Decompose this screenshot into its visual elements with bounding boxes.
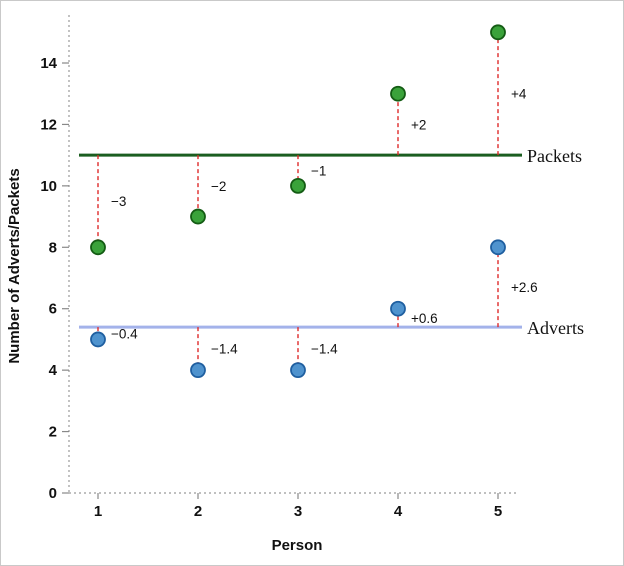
y-tick-label: 6	[49, 301, 57, 318]
y-tick-label: 12	[40, 116, 57, 133]
packets-data-point	[90, 239, 106, 256]
adverts-deviation-label: +0.6	[411, 311, 438, 326]
packets-data-point	[190, 208, 206, 225]
y-tick-label: 2	[49, 424, 57, 441]
adverts-data-point	[290, 362, 306, 379]
packets-mean-line-label: Packets	[527, 146, 582, 166]
packets-deviation-label: −2	[211, 179, 226, 194]
adverts-deviation-label: −1.4	[211, 342, 238, 357]
x-tick-label: 3	[294, 503, 302, 520]
y-tick-label: 4	[49, 362, 58, 379]
adverts-data-point	[490, 239, 506, 256]
adverts-data-point	[90, 331, 106, 348]
y-tick-label: 0	[49, 485, 57, 502]
adverts-deviation-label: +2.6	[511, 280, 538, 295]
y-tick-label: 8	[49, 239, 57, 256]
x-tick-label: 2	[194, 503, 202, 520]
x-axis-label: Person	[272, 537, 323, 554]
y-axis-label: Number of Adverts/Packets	[6, 168, 23, 363]
packets-deviation-label: +4	[511, 87, 527, 102]
packets-deviation-label: −3	[111, 194, 126, 209]
x-tick-label: 1	[94, 503, 102, 520]
packets-deviation-label: −1	[311, 164, 326, 179]
y-tick-label: 14	[40, 55, 57, 72]
x-tick-label: 4	[394, 503, 403, 520]
adverts-deviation-label: −1.4	[311, 342, 338, 357]
adverts-deviation-label: −0.4	[111, 326, 138, 341]
adverts-mean-line-label: Adverts	[527, 318, 584, 338]
packets-data-point	[290, 177, 306, 194]
y-tick-label: 10	[40, 178, 57, 195]
adverts-data-point	[190, 362, 206, 379]
adverts-data-point	[390, 300, 406, 317]
packets-deviation-label: +2	[411, 117, 426, 132]
packets-data-point	[490, 24, 506, 41]
packets-data-point	[390, 85, 406, 102]
x-tick-label: 5	[494, 503, 502, 520]
